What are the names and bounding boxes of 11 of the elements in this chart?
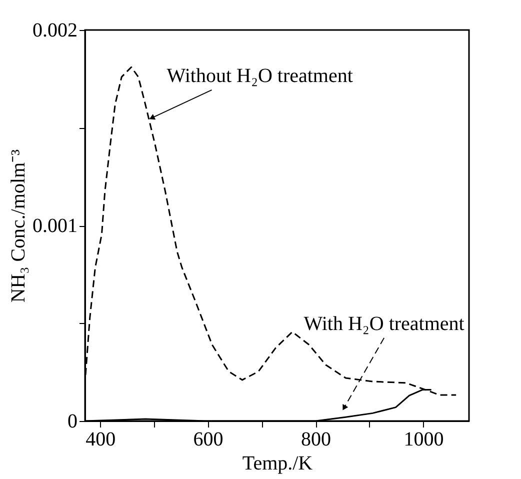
annotation: With H₂O treatment — [304, 312, 465, 335]
x-axis-title: Temp./K — [242, 452, 314, 474]
annotation: Without H₂O treatment — [166, 64, 354, 87]
x-tick-label: 600 — [193, 428, 224, 450]
y-axis-title: NH₃ Conc./molm⁻³ — [8, 149, 30, 303]
x-tick-label: 800 — [301, 428, 332, 450]
x-tick-label: 1000 — [404, 428, 444, 450]
y-tick-label: 0.002 — [32, 20, 78, 42]
y-tick-label: 0.001 — [32, 215, 78, 237]
x-tick-label: 400 — [86, 428, 116, 450]
y-tick-label: 0 — [68, 410, 78, 432]
